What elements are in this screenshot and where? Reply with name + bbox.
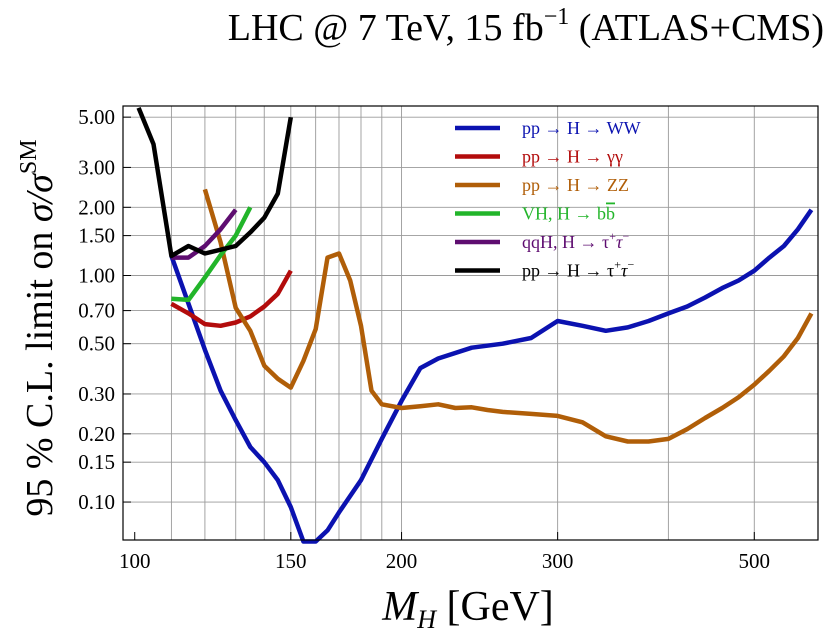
series-line	[136, 106, 294, 259]
x-tick-label: 500	[739, 549, 771, 573]
x-tick-label: 200	[386, 549, 418, 573]
plot-frame	[122, 105, 819, 541]
series-line	[171, 206, 253, 303]
axis-labels: MH [GeV] 95 % C.L. limit on σ/σSM	[16, 139, 554, 632]
chart-title-main: LHC @ 7 TeV, 15 fb	[227, 7, 544, 49]
chart-title: LHC @ 7 TeV, 15 fb−1 (ATLAS+CMS)	[0, 4, 830, 52]
x-tick-label: 150	[275, 549, 307, 573]
grid-lines	[123, 106, 818, 540]
x-tick-label: 100	[119, 549, 151, 573]
legend-entry: pp → H → γγ	[522, 147, 623, 167]
y-tick-label: 1.00	[78, 264, 115, 288]
y-tick-label: 0.70	[78, 299, 115, 323]
y-tick-label: 0.30	[78, 382, 115, 406]
tick-marks: 100 150 200 300 500 5.00 3.00 2.00 1.50 1.00 0.70 0…	[78, 105, 770, 573]
y-tick-label: 3.00	[78, 155, 115, 179]
legend-entry: VH, H → bb	[522, 204, 615, 224]
y-tick-label: 0.50	[78, 332, 115, 356]
y-tick-label: 0.20	[78, 422, 115, 446]
y-axis-label: 95 % C.L. limit on σ/σSM	[16, 139, 61, 516]
series-line	[171, 208, 238, 260]
legend-entry: pp → H → ZZ	[522, 175, 629, 195]
x-axis-label: MH [GeV]	[381, 584, 554, 632]
x-tick-label: 300	[542, 549, 574, 573]
legend-entry: qqH, H → τ+τ−	[522, 229, 629, 252]
series-line	[170, 269, 293, 329]
y-tick-label: 1.50	[78, 224, 115, 248]
y-tick-label: 2.00	[78, 195, 115, 219]
series-line	[202, 188, 814, 444]
chart-title-rest: (ATLAS+CMS)	[569, 7, 824, 49]
chart-title-superscript: −1	[543, 4, 570, 30]
y-tick-label: 5.00	[78, 105, 115, 129]
series-line	[169, 208, 814, 544]
legend: pp → H → WW pp → H → γγ pp → H → ZZ VH, H →…	[455, 118, 641, 281]
legend-entry: pp → H → WW	[522, 118, 641, 138]
series-lines	[136, 106, 814, 544]
legend-entry: pp → H → τ+τ−	[522, 258, 634, 281]
y-tick-label: 0.15	[78, 450, 115, 474]
y-tick-label: 0.10	[78, 490, 115, 514]
